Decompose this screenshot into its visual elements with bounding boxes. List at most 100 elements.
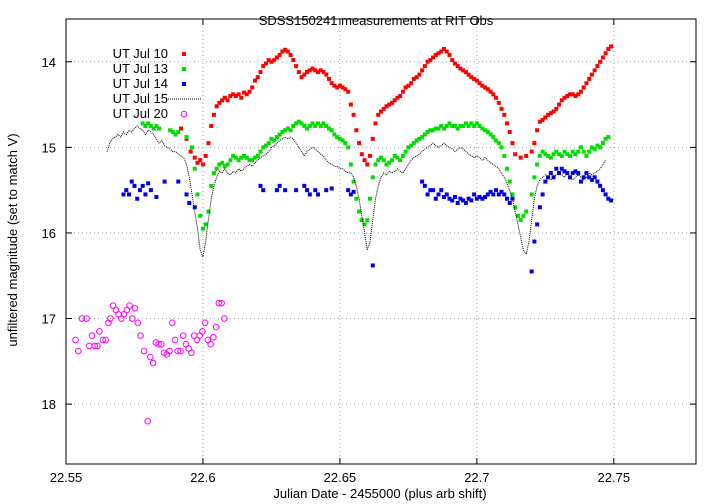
data-point	[354, 128, 359, 133]
data-point	[384, 104, 389, 109]
data-point	[307, 192, 312, 197]
data-point	[381, 158, 386, 163]
data-point	[151, 126, 156, 131]
legend-label: UT Jul 20	[113, 106, 168, 121]
data-point	[210, 334, 217, 341]
data-point	[450, 198, 455, 203]
data-point	[595, 179, 600, 184]
data-point	[428, 128, 433, 133]
data-point	[346, 145, 351, 150]
data-point	[540, 192, 545, 197]
data-point	[606, 196, 611, 201]
data-point	[400, 153, 405, 158]
data-point	[485, 87, 490, 92]
data-point	[379, 155, 383, 160]
data-point	[283, 188, 288, 193]
data-point	[573, 152, 578, 157]
data-point	[488, 132, 493, 137]
data-point	[480, 126, 485, 131]
data-point	[387, 102, 392, 107]
data-point	[134, 319, 142, 327]
data-point	[144, 417, 151, 425]
data-point	[551, 152, 556, 157]
data-point	[417, 136, 422, 141]
data-point	[129, 179, 134, 184]
data-point	[524, 153, 529, 158]
data-point	[529, 192, 534, 197]
data-point	[255, 75, 260, 80]
data-point	[422, 64, 427, 69]
data-point	[433, 52, 438, 57]
data-point	[215, 299, 223, 307]
data-point	[537, 205, 542, 210]
data-point	[433, 196, 438, 201]
data-point	[515, 213, 520, 218]
data-point	[214, 166, 219, 171]
data-point	[507, 200, 512, 205]
data-point	[173, 132, 178, 137]
data-point	[236, 92, 241, 97]
data-point	[488, 189, 493, 194]
legend-key	[182, 52, 186, 56]
data-point	[225, 98, 230, 103]
data-point	[496, 100, 501, 105]
data-point	[436, 126, 441, 131]
data-point	[288, 128, 293, 133]
data-point	[177, 347, 184, 355]
data-point	[559, 98, 564, 103]
data-point	[233, 155, 238, 160]
data-point	[400, 89, 405, 94]
data-point	[439, 123, 444, 128]
data-point	[131, 304, 139, 312]
data-point	[452, 195, 457, 199]
data-point	[291, 58, 296, 63]
data-point	[299, 75, 304, 80]
data-point	[458, 66, 463, 71]
data-point	[598, 59, 603, 64]
data-point	[505, 121, 509, 126]
data-point	[135, 196, 140, 201]
data-point	[513, 152, 518, 157]
data-point	[548, 111, 553, 116]
data-point	[143, 123, 148, 128]
y-tick-label: 14	[42, 55, 56, 70]
data-point	[285, 126, 290, 131]
data-point	[228, 94, 233, 99]
data-point	[209, 123, 214, 128]
data-layer	[72, 44, 614, 425]
x-tick-label: 22.75	[598, 470, 631, 485]
data-point	[242, 153, 247, 158]
data-point	[469, 75, 474, 80]
data-point	[351, 179, 356, 184]
data-point	[228, 158, 233, 163]
data-point	[258, 70, 263, 75]
data-point	[518, 218, 523, 223]
data-point	[121, 192, 126, 197]
data-point	[346, 89, 351, 94]
data-point	[376, 112, 381, 117]
data-point	[587, 149, 592, 154]
data-point	[507, 129, 512, 134]
data-point	[436, 51, 441, 56]
data-point	[359, 152, 364, 157]
data-point	[447, 196, 452, 201]
data-point	[458, 123, 463, 128]
data-point	[505, 166, 509, 171]
data-point	[247, 89, 252, 94]
data-point	[548, 171, 553, 176]
data-point	[321, 70, 326, 75]
data-point	[370, 263, 375, 268]
data-point	[346, 188, 351, 193]
data-point	[600, 188, 605, 193]
data-point	[370, 175, 375, 180]
data-point	[124, 188, 129, 193]
data-point	[326, 126, 331, 131]
data-point	[422, 132, 427, 137]
data-point	[348, 192, 353, 197]
data-point	[444, 123, 449, 128]
data-point	[148, 188, 153, 193]
legend-key	[182, 82, 186, 86]
data-point	[340, 138, 345, 143]
data-point	[535, 128, 540, 133]
